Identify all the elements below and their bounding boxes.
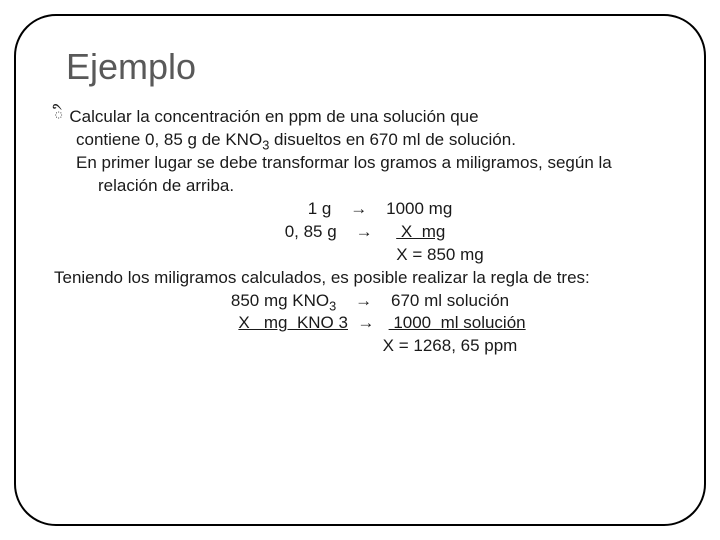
eq4a: 850 mg KNO [231, 291, 329, 310]
eq5c: 1000 ml solución [389, 313, 526, 332]
p1-cont-a: contiene 0, 85 g de KNO [76, 130, 262, 149]
eq4b: → 670 ml solución [336, 291, 509, 310]
eq2: 0, 85 g → X mg [54, 221, 666, 244]
eq2b: X mg [396, 222, 445, 241]
p2: En primer lugar se debe transformar los … [54, 152, 666, 198]
eq3: X = 850 mg [54, 244, 666, 267]
eq4: 850 mg KNO3 → 670 ml solución [54, 290, 666, 313]
slide-body: ི Calcular la concentración en ppm de un… [54, 106, 666, 358]
eq5b: → [348, 313, 389, 332]
p3: Teniendo los miligramos calculados, es p… [54, 267, 666, 290]
bullet-row: ི Calcular la concentración en ppm de un… [54, 106, 666, 129]
eq5: X mg KNO 3 → 1000 ml solución [54, 312, 666, 335]
eq5a: X mg KNO 3 [238, 313, 348, 332]
eq1: 1 g → 1000 mg [54, 198, 666, 221]
p1-cont-b: disueltos en 670 ml de solución. [269, 130, 516, 149]
p2-text: En primer lugar se debe transformar los … [76, 152, 666, 198]
eq6: X = 1268, 65 ppm [54, 335, 666, 358]
p3-text: Teniendo los miligramos calculados, es p… [76, 267, 666, 290]
bullet-icon: ི [54, 106, 63, 129]
p1-continuation: contiene 0, 85 g de KNO3 disueltos en 67… [54, 129, 666, 152]
slide-title: Ejemplo [66, 46, 666, 88]
eq2a: 0, 85 g → [285, 222, 397, 241]
p1-lead: Calcular la concentración en ppm de una … [69, 106, 478, 129]
slide-frame: Ejemplo ི Calcular la concentración en p… [14, 14, 706, 526]
